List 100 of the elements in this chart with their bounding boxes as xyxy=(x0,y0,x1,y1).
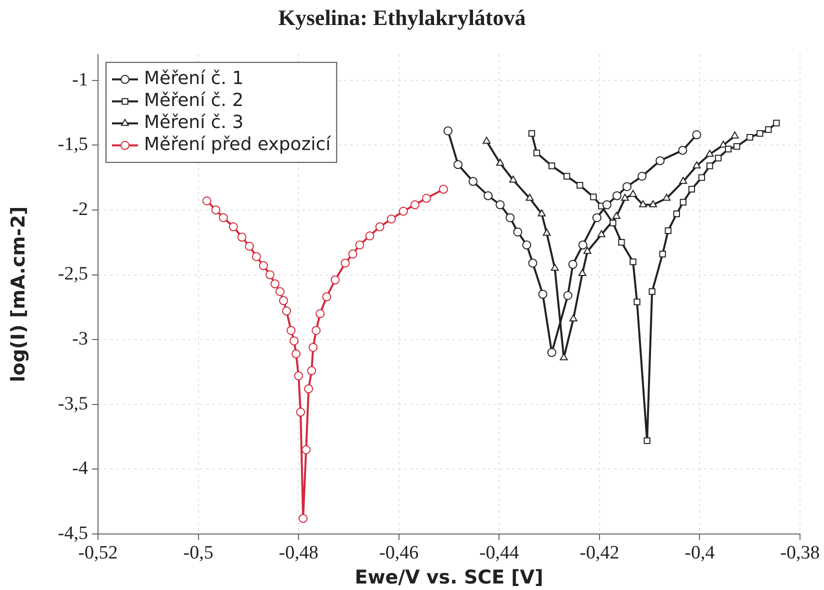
point xyxy=(664,227,672,234)
x-tick-label: -0,38 xyxy=(780,542,820,564)
point xyxy=(610,220,616,226)
point xyxy=(563,290,572,300)
point xyxy=(294,371,304,380)
point xyxy=(422,194,431,203)
point xyxy=(290,336,299,346)
x-tick-label: -0,44 xyxy=(479,542,520,564)
point xyxy=(756,130,764,137)
point xyxy=(678,146,688,155)
point xyxy=(662,194,671,201)
y-tick-label: -1 xyxy=(72,69,88,90)
point xyxy=(564,172,570,180)
point xyxy=(648,288,656,295)
point xyxy=(590,194,597,200)
legend-label: Měření č. 2 xyxy=(144,90,244,112)
point xyxy=(528,130,536,137)
point xyxy=(706,150,714,157)
point xyxy=(322,292,332,302)
point xyxy=(528,258,538,268)
y-tick-label: -3,5 xyxy=(58,393,88,414)
point xyxy=(482,136,491,144)
point xyxy=(484,191,493,200)
point xyxy=(410,200,420,210)
point xyxy=(298,514,308,523)
point xyxy=(692,130,702,140)
point xyxy=(773,120,780,126)
point xyxy=(622,182,632,192)
y-tick-label: -1,5 xyxy=(58,134,88,156)
point xyxy=(265,270,274,280)
point xyxy=(218,213,228,222)
point xyxy=(270,279,280,288)
point xyxy=(312,326,321,335)
point xyxy=(583,246,592,254)
point xyxy=(602,200,612,210)
point xyxy=(302,445,311,454)
legend-label: Měření před expozicí xyxy=(144,134,332,156)
point xyxy=(454,160,463,170)
point xyxy=(656,156,665,166)
x-tick-label: -0,5 xyxy=(183,542,214,564)
point xyxy=(330,275,340,284)
point xyxy=(714,154,722,162)
point xyxy=(548,162,556,170)
point xyxy=(649,200,658,208)
point xyxy=(612,191,622,200)
y-axis-title: log(I) [mA.cm-2] xyxy=(7,206,30,382)
x-tick-label: -0,48 xyxy=(278,542,318,564)
point xyxy=(375,222,384,232)
point xyxy=(618,239,625,246)
point xyxy=(513,227,522,236)
point xyxy=(638,172,647,181)
point xyxy=(509,176,518,183)
point xyxy=(629,190,637,197)
x-tick-label: -0,52 xyxy=(78,542,118,564)
legend-label: Měření č. 3 xyxy=(144,112,244,134)
point xyxy=(644,437,650,444)
point xyxy=(355,240,364,250)
point xyxy=(398,206,408,216)
point xyxy=(621,194,629,201)
point xyxy=(316,309,325,318)
point xyxy=(258,261,268,270)
point xyxy=(526,194,534,201)
point xyxy=(237,232,246,242)
point xyxy=(279,296,288,306)
point xyxy=(578,240,588,250)
y-tick-label: -4 xyxy=(72,458,88,480)
point xyxy=(550,264,559,271)
legend-label: Měření č. 1 xyxy=(144,68,244,90)
point xyxy=(724,146,732,152)
point xyxy=(244,242,254,251)
point xyxy=(680,198,686,206)
point xyxy=(568,260,578,269)
point xyxy=(522,240,532,250)
point xyxy=(276,287,285,296)
point xyxy=(496,200,505,210)
point xyxy=(443,126,452,136)
point xyxy=(282,306,292,316)
point xyxy=(634,298,640,306)
point xyxy=(639,200,648,208)
point xyxy=(612,212,620,219)
point xyxy=(679,176,688,184)
point xyxy=(592,213,602,222)
point xyxy=(348,250,358,259)
point xyxy=(202,196,212,206)
x-axis-title: Ewe/V vs. SCE [V] xyxy=(354,566,544,589)
point xyxy=(340,258,350,268)
point xyxy=(659,250,666,258)
point xyxy=(307,366,316,376)
y-tick-label: -2,5 xyxy=(58,264,88,285)
point xyxy=(569,314,578,322)
point xyxy=(211,205,220,214)
point xyxy=(538,209,546,216)
point xyxy=(733,143,740,150)
point xyxy=(304,384,314,394)
point xyxy=(538,290,548,299)
point xyxy=(730,132,739,139)
point xyxy=(746,134,754,141)
point xyxy=(386,214,396,224)
point xyxy=(692,161,701,168)
point xyxy=(286,326,296,335)
